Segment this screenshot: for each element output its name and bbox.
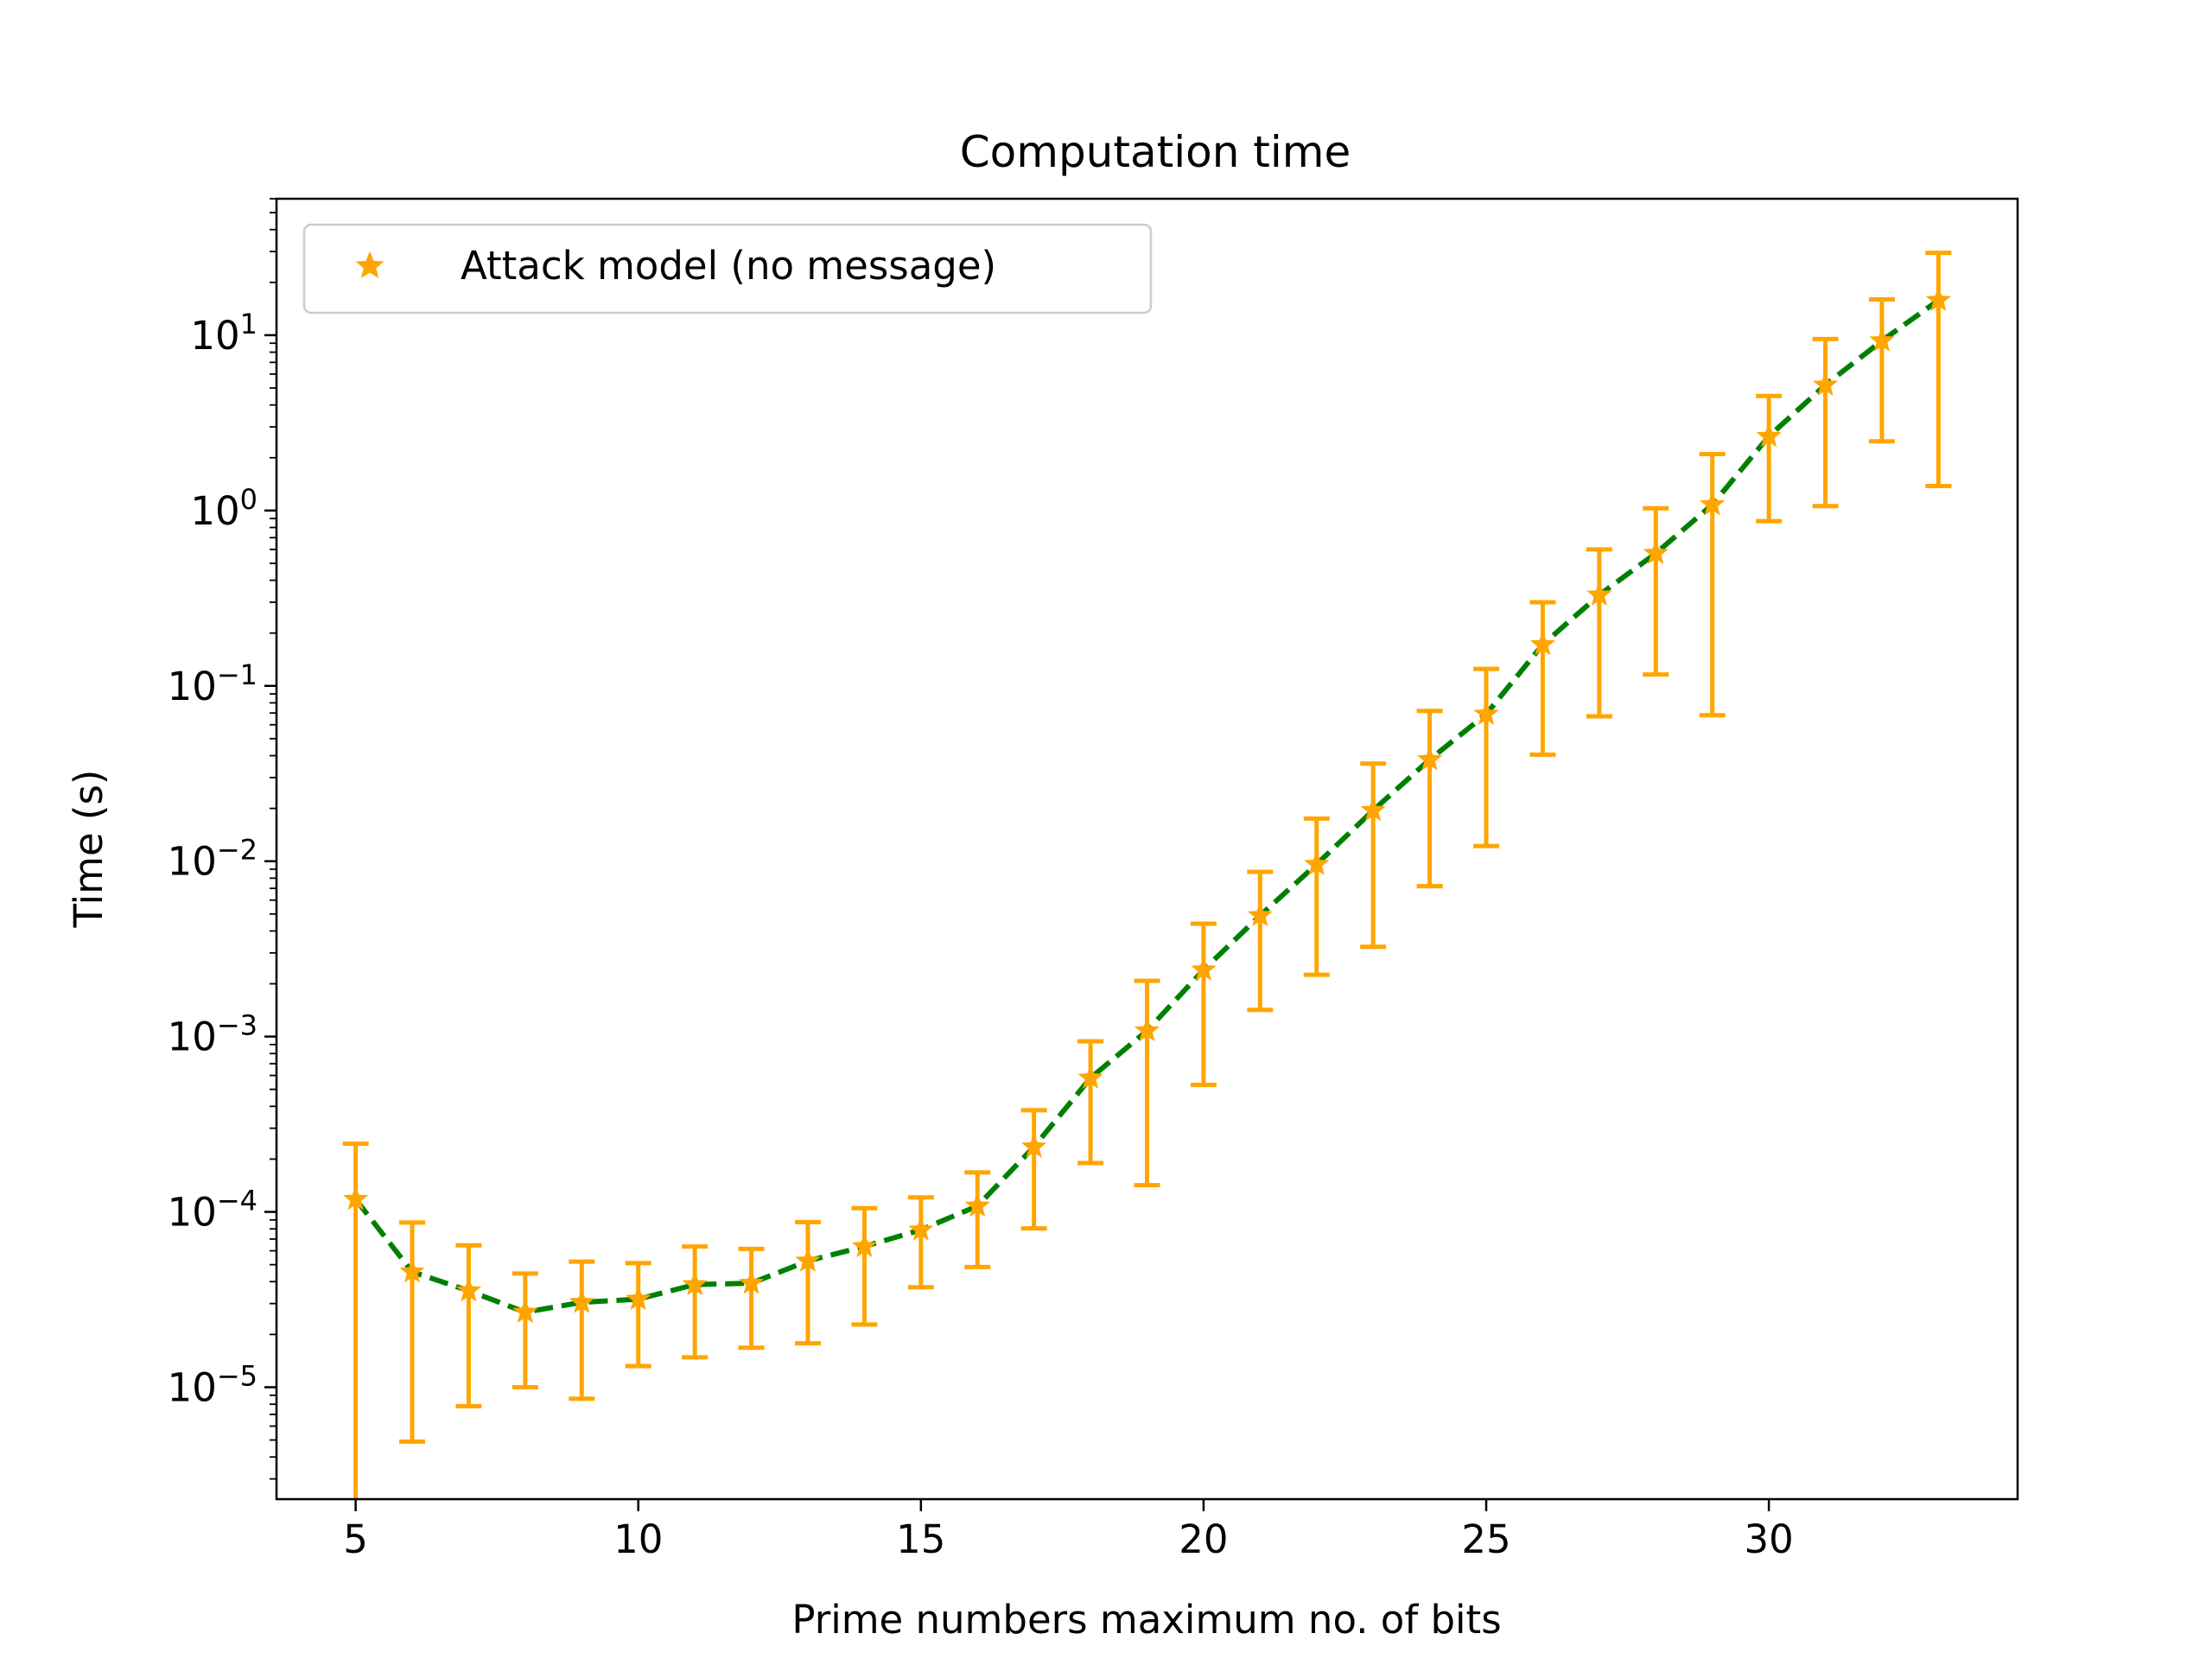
data-point bbox=[1756, 423, 1782, 448]
axes-frame bbox=[275, 197, 2019, 1501]
data-point bbox=[1869, 327, 1895, 352]
chart-title: Computation time bbox=[960, 127, 1351, 177]
legend-label: Attack model (no message) bbox=[461, 243, 996, 289]
data-point bbox=[455, 1277, 482, 1302]
data-point bbox=[1812, 372, 1839, 396]
y-tick-label: 10−5 bbox=[168, 1359, 257, 1410]
data-point bbox=[1586, 582, 1612, 606]
legend-frame bbox=[302, 223, 1153, 315]
x-tick-label: 10 bbox=[613, 1516, 663, 1562]
data-point bbox=[1416, 746, 1443, 771]
x-tick-label: 30 bbox=[1745, 1516, 1794, 1562]
data-point bbox=[626, 1286, 652, 1310]
data-point bbox=[342, 1185, 369, 1211]
x-axis-ticks: 5 10 15 20 25 30 bbox=[343, 1499, 1794, 1562]
x-tick-label: 25 bbox=[1461, 1516, 1510, 1562]
y-tick-label: 10−3 bbox=[168, 1009, 257, 1060]
data-point bbox=[1077, 1065, 1103, 1090]
y-axis-ticks: 101 100 10−1 10−2 10−3 10−4 10−5 bbox=[168, 198, 276, 1480]
data-point bbox=[1529, 631, 1556, 656]
legend-star-marker bbox=[355, 251, 385, 279]
y-tick-label: 10−4 bbox=[168, 1185, 257, 1236]
data-point bbox=[1925, 287, 1952, 312]
x-tick-label: 5 bbox=[343, 1516, 368, 1562]
data-point bbox=[1360, 797, 1386, 822]
data-point bbox=[851, 1233, 878, 1258]
data-point bbox=[1191, 957, 1217, 981]
data-point bbox=[1473, 701, 1499, 725]
data-point bbox=[512, 1299, 538, 1324]
legend: Attack model (no message) bbox=[302, 223, 1153, 315]
data-point bbox=[908, 1216, 934, 1241]
data-point bbox=[1247, 902, 1273, 927]
data-point bbox=[569, 1288, 594, 1313]
data-point bbox=[795, 1247, 821, 1272]
y-tick-label: 10−2 bbox=[168, 834, 257, 885]
data-point bbox=[1700, 491, 1726, 516]
plot-area bbox=[342, 251, 1952, 1499]
data-point bbox=[738, 1269, 765, 1294]
data-point bbox=[964, 1192, 990, 1217]
x-tick-label: 15 bbox=[896, 1516, 945, 1562]
x-axis-label: Prime numbers maximum no. of bits bbox=[791, 1597, 1501, 1643]
data-point bbox=[1021, 1133, 1047, 1158]
data-point bbox=[1643, 539, 1669, 564]
data-point bbox=[399, 1258, 425, 1283]
y-axis-label: Time (s) bbox=[66, 770, 111, 929]
y-tick-label: 101 bbox=[190, 308, 257, 359]
x-tick-label: 20 bbox=[1179, 1516, 1228, 1562]
y-tick-label: 100 bbox=[190, 483, 257, 534]
y-tick-label: 10−1 bbox=[168, 658, 257, 709]
data-point bbox=[1134, 1017, 1160, 1042]
data-point bbox=[1304, 850, 1330, 875]
data-point bbox=[682, 1271, 708, 1296]
